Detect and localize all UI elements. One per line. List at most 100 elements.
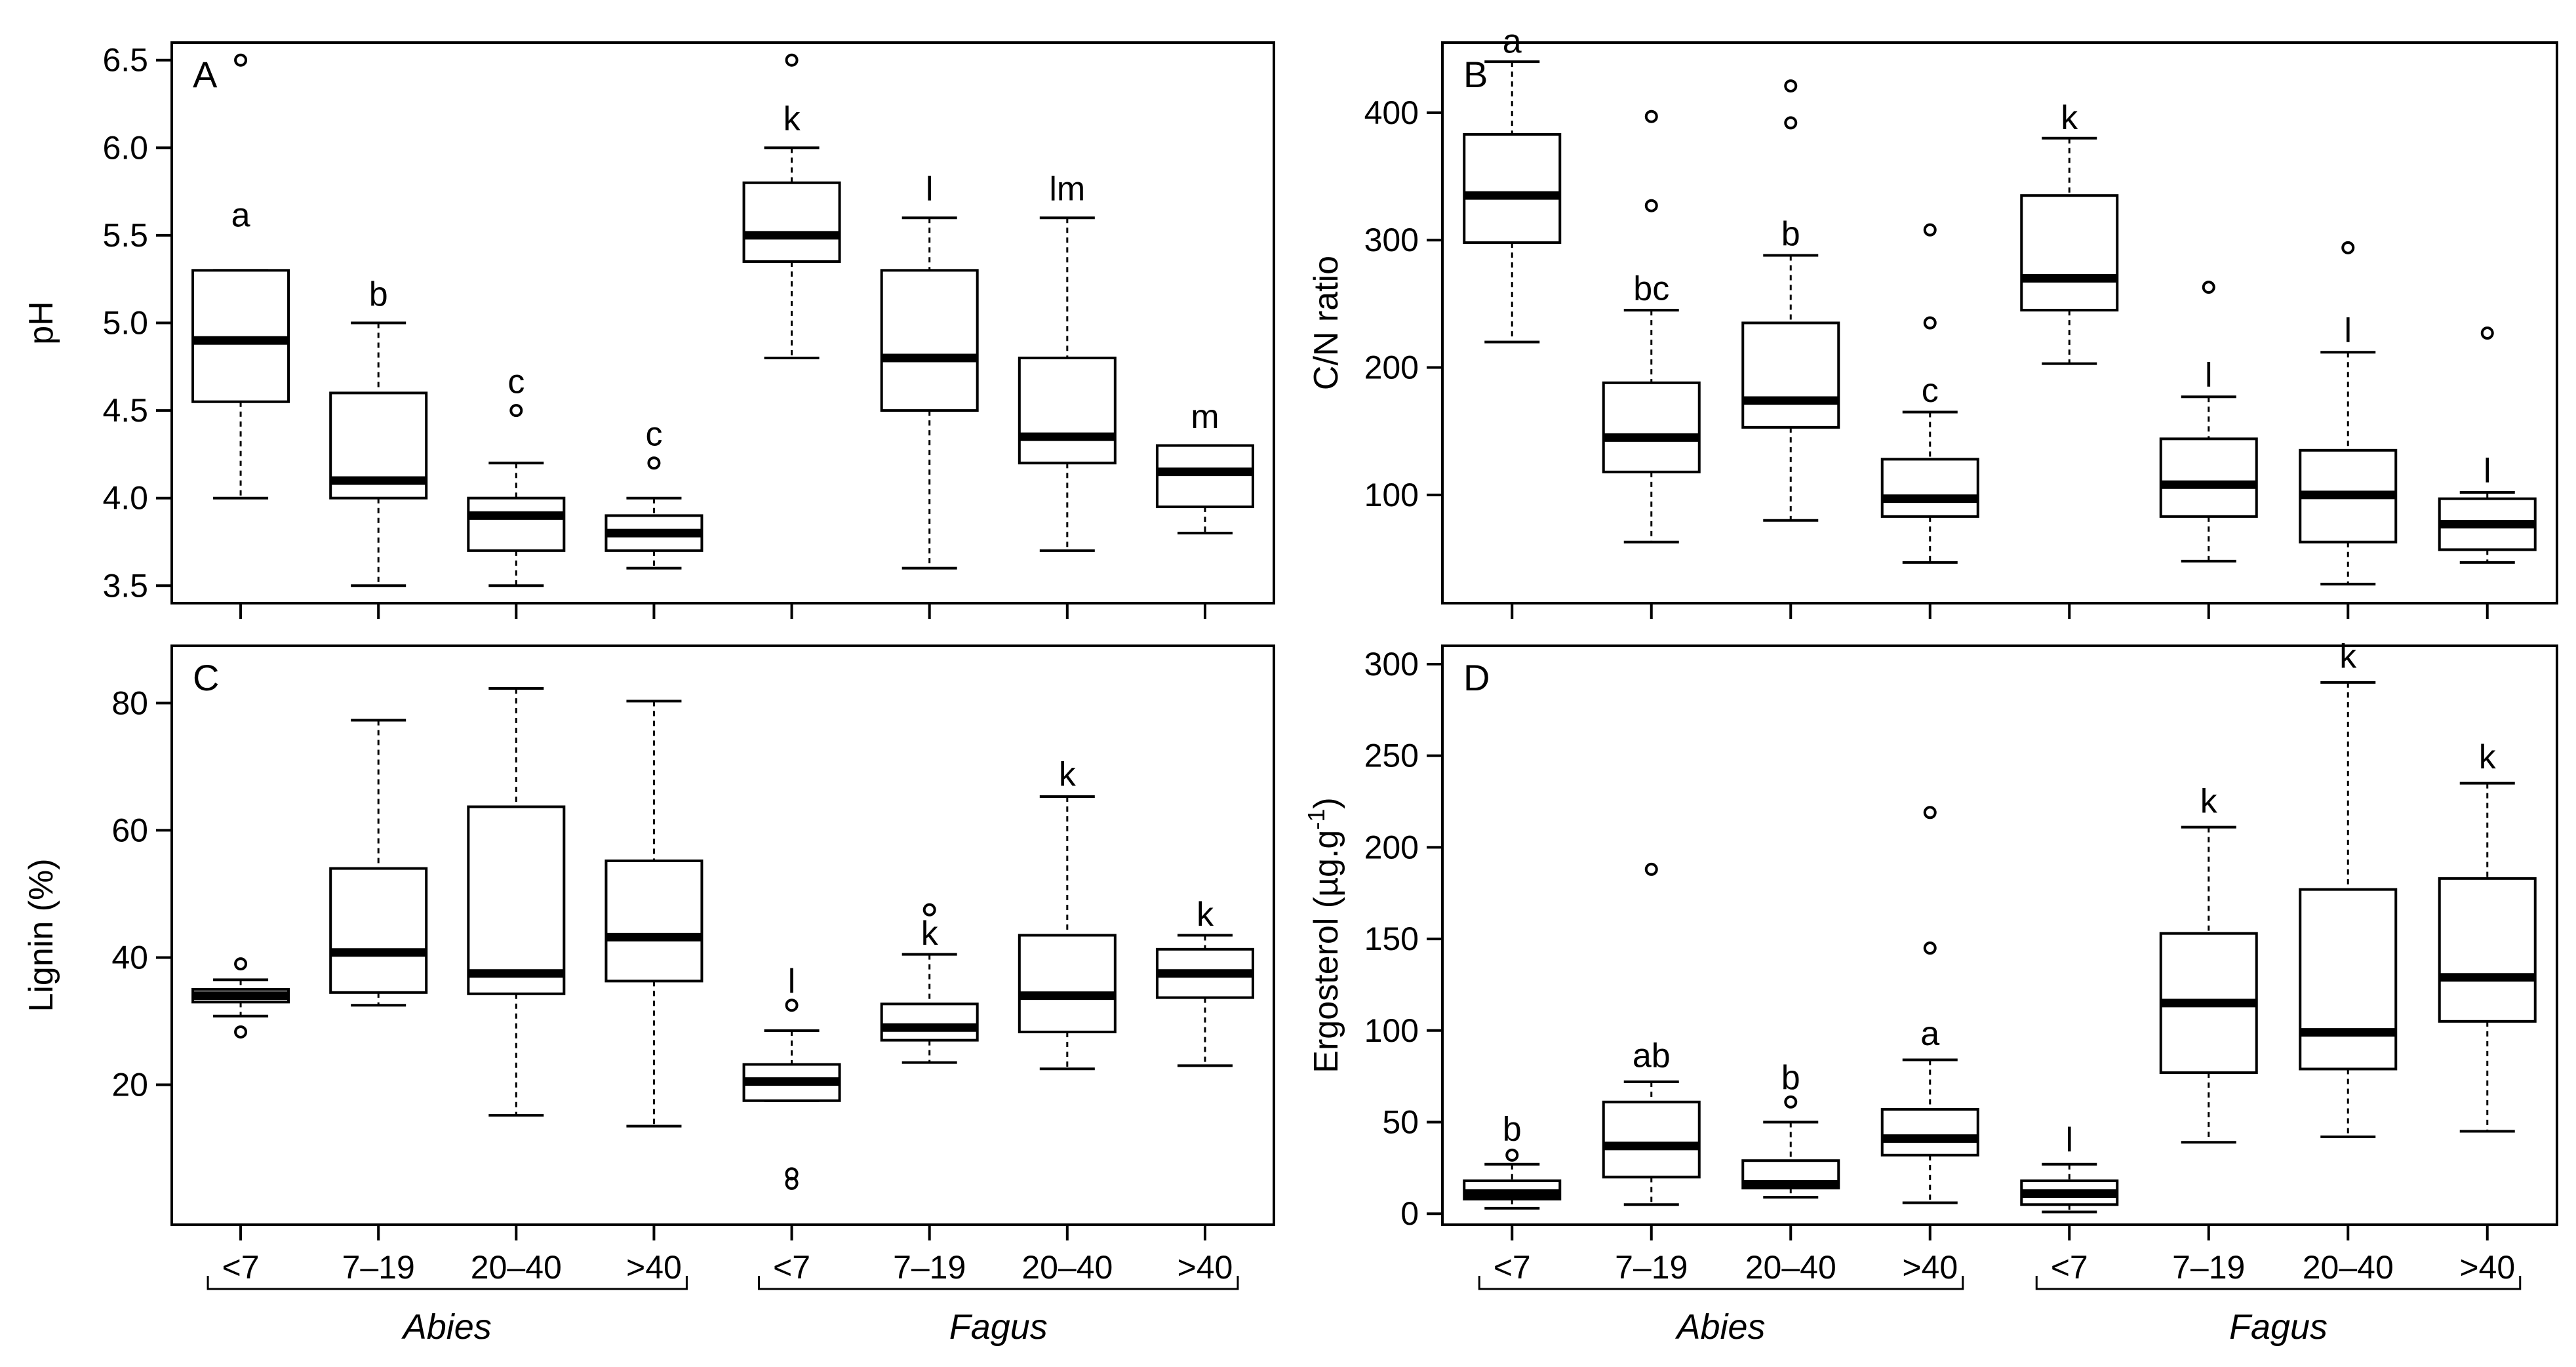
y-axis-title-text: Lignin (%) bbox=[22, 858, 60, 1012]
y-tick-label: 4.0 bbox=[102, 480, 148, 517]
x-category-label: 20–40 bbox=[1021, 1249, 1113, 1286]
y-tick-label: 3.5 bbox=[102, 567, 148, 604]
outlier-point bbox=[1923, 806, 1937, 820]
x-category-label: 7–19 bbox=[342, 1249, 415, 1286]
box-4: l bbox=[2020, 1121, 2119, 1214]
group-bracket bbox=[207, 1276, 688, 1290]
iqr-box bbox=[1741, 321, 1840, 429]
iqr-box bbox=[1880, 1107, 1979, 1157]
significance-letter: b bbox=[1503, 1110, 1522, 1148]
outlier-point bbox=[922, 903, 936, 917]
significance-letter: l bbox=[2484, 452, 2491, 490]
significance-letter: l bbox=[2205, 357, 2213, 395]
iqr-box bbox=[880, 1002, 979, 1042]
panel-c: C 20 40 60 80 Lignin (%) l k k k bbox=[22, 644, 1275, 1240]
x-category-label: 20–40 bbox=[1745, 1249, 1836, 1286]
significance-letter: ab bbox=[1633, 1037, 1671, 1075]
iqr-box bbox=[1602, 1100, 1701, 1179]
panel-label: D bbox=[1463, 657, 1490, 698]
y-tick-label: 300 bbox=[1364, 646, 1419, 683]
y-tick-label: 150 bbox=[1364, 921, 1419, 957]
box-0: a bbox=[1463, 23, 1562, 344]
y-axis-title: Lignin (%) bbox=[22, 858, 60, 1012]
iqr-box bbox=[742, 181, 841, 263]
outlier-point bbox=[234, 957, 248, 971]
significance-letter: m bbox=[1191, 398, 1219, 436]
y-axis-title-suffix: ) bbox=[1307, 797, 1345, 808]
iqr-box bbox=[467, 496, 566, 552]
y-tick-label: 4.5 bbox=[102, 392, 148, 429]
box-3: c bbox=[1880, 223, 1979, 564]
x-category-label: 7–19 bbox=[893, 1249, 966, 1286]
significance-letter: l bbox=[788, 962, 796, 1000]
box-3 bbox=[604, 700, 703, 1128]
y-tick-label: 6.5 bbox=[102, 42, 148, 79]
x-category-label: 7–19 bbox=[2172, 1249, 2245, 1286]
iqr-box bbox=[1602, 381, 1701, 473]
iqr-box bbox=[604, 859, 703, 983]
group-label: Fagus bbox=[949, 1307, 1048, 1347]
y-tick-label: 100 bbox=[1364, 477, 1419, 513]
significance-letter: k bbox=[2479, 738, 2497, 776]
box-7: k bbox=[1155, 896, 1254, 1067]
significance-letter: c bbox=[1922, 372, 1939, 410]
iqr-box bbox=[2438, 877, 2537, 1023]
x-axis-labels: <7 7–19 20–40 >40 <7 7–19 20–40 >40 Abies Fagus <7… bbox=[207, 1249, 2522, 1347]
significance-letter: b bbox=[1781, 215, 1800, 253]
box-4: k bbox=[2020, 99, 2119, 365]
group-label: Abies bbox=[401, 1307, 492, 1347]
y-tick-label: 400 bbox=[1364, 94, 1419, 131]
box-5: l bbox=[2159, 281, 2258, 563]
significance-letter: b bbox=[369, 275, 388, 313]
x-category-label: >40 bbox=[1902, 1249, 1958, 1286]
significance-letter: a bbox=[231, 197, 250, 235]
y-tick-label: 80 bbox=[111, 684, 148, 721]
y-axis-title: Ergosterol (µg.g-1) bbox=[1303, 797, 1345, 1073]
y-tick-label: 40 bbox=[111, 939, 148, 976]
outlier-point bbox=[785, 999, 799, 1012]
group-bracket bbox=[1478, 1276, 1964, 1290]
outlier-point bbox=[1923, 941, 1937, 955]
significance-letter: c bbox=[507, 363, 525, 401]
outlier-point bbox=[2341, 241, 2355, 254]
box-6: lm bbox=[1018, 170, 1117, 552]
box-7: l bbox=[2438, 327, 2537, 564]
group-label: Fagus bbox=[2229, 1307, 2328, 1347]
group-bracket bbox=[758, 1276, 1239, 1290]
panel-label: C bbox=[193, 657, 219, 698]
y-tick-label: 0 bbox=[1400, 1195, 1419, 1232]
significance-letter: k bbox=[2339, 638, 2357, 676]
group-bracket bbox=[2035, 1276, 2522, 1290]
y-axis-title-text: Ergosterol (µg.g bbox=[1307, 830, 1345, 1073]
x-category-label: <7 bbox=[773, 1249, 810, 1286]
outlier-point bbox=[785, 1167, 799, 1181]
box-5: k bbox=[880, 903, 979, 1064]
significance-letter: k bbox=[1059, 755, 1077, 793]
x-category-label: 20–40 bbox=[471, 1249, 562, 1286]
box-2 bbox=[467, 687, 566, 1117]
outlier-point bbox=[1923, 223, 1937, 237]
iqr-box bbox=[1018, 934, 1117, 1033]
box-2: b bbox=[1741, 1059, 1840, 1199]
significance-letter: l bbox=[2065, 1121, 2073, 1159]
plot-frame bbox=[170, 41, 1275, 604]
box-7: k bbox=[2438, 738, 2537, 1133]
significance-letter: k bbox=[783, 100, 801, 138]
box-7: m bbox=[1155, 398, 1254, 535]
significance-letter: b bbox=[1781, 1059, 1800, 1097]
x-category-label: <7 bbox=[1494, 1249, 1531, 1286]
x-category-label: <7 bbox=[2051, 1249, 2088, 1286]
y-axis-title-text: C/N ratio bbox=[1307, 256, 1345, 390]
iqr-box bbox=[467, 805, 566, 995]
panel-label: B bbox=[1463, 54, 1488, 95]
outlier-point bbox=[1505, 1148, 1519, 1162]
box-2: b bbox=[1741, 79, 1840, 522]
x-category-label: >40 bbox=[626, 1249, 682, 1286]
significance-letter: bc bbox=[1633, 270, 1669, 308]
y-axis-title-superscript: -1 bbox=[1303, 809, 1330, 830]
outlier-point bbox=[1644, 862, 1658, 876]
plot-frame bbox=[170, 644, 1275, 1226]
significance-letter: k bbox=[2200, 782, 2218, 820]
box-5: l bbox=[880, 170, 979, 570]
